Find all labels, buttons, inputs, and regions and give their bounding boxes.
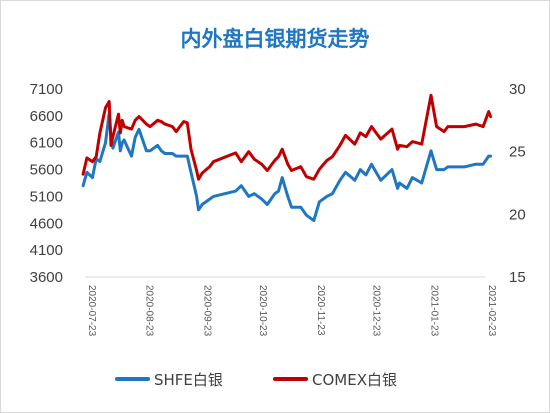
left-tick-label: 4100 xyxy=(30,242,63,259)
left-tick-label: 6100 xyxy=(30,135,63,152)
left-tick-label: 6600 xyxy=(30,108,63,125)
x-tick-label: 2021-01-23 xyxy=(428,285,439,337)
x-tick-label: 2020-07-23 xyxy=(86,285,97,337)
chart-title: 内外盘白银期货走势 xyxy=(181,27,370,51)
right-tick-label: 15 xyxy=(509,269,526,286)
shfe-silver-line xyxy=(81,111,493,223)
legend-label: COMEX白银 xyxy=(312,371,397,389)
left-tick-label: 5600 xyxy=(30,162,63,179)
right-tick-label: 30 xyxy=(509,81,526,98)
x-tick-label: 2020-12-23 xyxy=(371,285,382,337)
x-tick-label: 2020-11-23 xyxy=(315,285,326,336)
left-tick-label: 5100 xyxy=(30,188,63,205)
x-tick-label: 2020-10-23 xyxy=(257,285,268,337)
left-tick-label: 3600 xyxy=(30,269,63,286)
left-tick-label: 7100 xyxy=(30,81,63,98)
x-tick-label: 2021-02-23 xyxy=(486,285,497,337)
x-axis-ticks: 2020-07-23 2020-08-23 2020-09-23 2020-10-23… xyxy=(86,285,497,337)
left-axis-ticks: 3600 4100 4600 5100 5600 6100 6600 7100 xyxy=(30,81,63,286)
legend: SHFE白银 COMEX白银 xyxy=(115,371,397,389)
comex-silver-line xyxy=(81,93,493,181)
left-tick-label: 4600 xyxy=(30,215,63,232)
right-tick-label: 25 xyxy=(509,144,526,161)
right-tick-label: 20 xyxy=(509,206,526,223)
x-tick-label: 2020-09-23 xyxy=(201,285,212,337)
series-layer xyxy=(81,93,493,223)
right-axis-ticks: 15 20 25 30 xyxy=(509,81,526,286)
legend-label: SHFE白银 xyxy=(154,371,223,389)
x-tick-label: 2020-08-23 xyxy=(144,285,155,337)
